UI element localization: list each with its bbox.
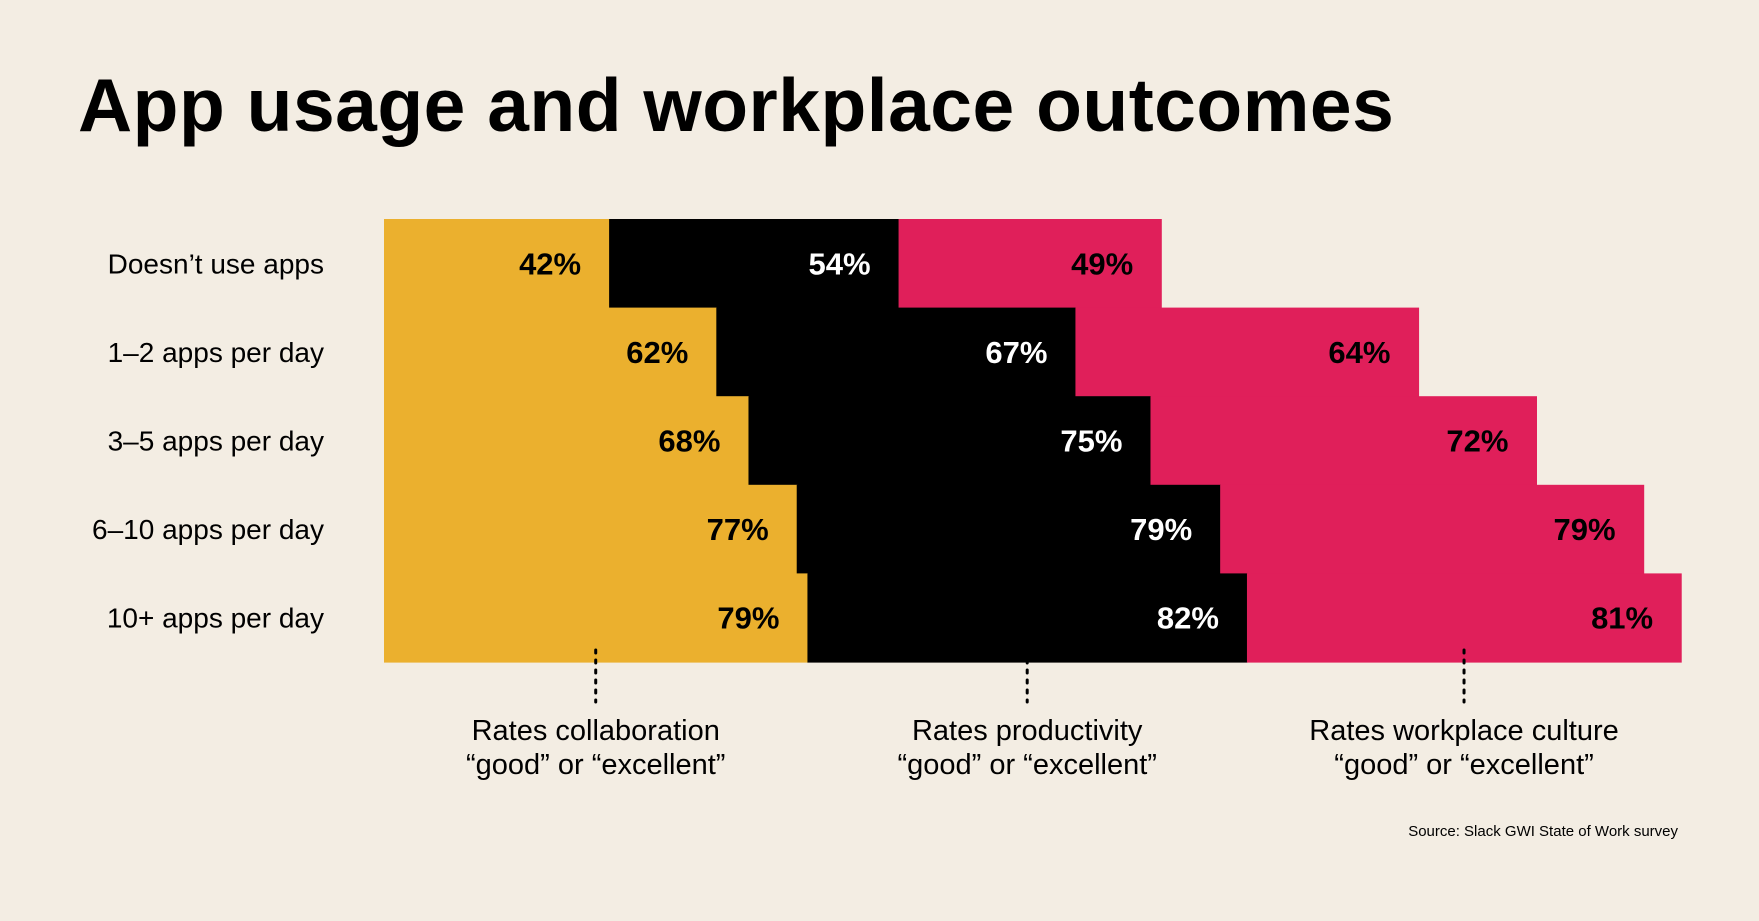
bar-value-label: 49%: [1071, 246, 1133, 281]
bar-value-label: 79%: [1554, 512, 1616, 547]
series-label-line: Rates productivity: [912, 715, 1143, 747]
bar-segment: [384, 307, 717, 397]
series-label-line: “good” or “excellent”: [1334, 749, 1594, 781]
leader-lines-group: [594, 648, 1466, 704]
bar-segment: [384, 484, 798, 574]
bar-segment: [796, 484, 1221, 574]
bar-value-label: 42%: [519, 246, 581, 281]
bars-group: [384, 219, 1682, 663]
bar-segment: [1075, 307, 1420, 397]
bar-segment: [609, 219, 900, 309]
bar-segment: [1246, 573, 1682, 663]
series-label-line: “good” or “excellent”: [466, 749, 726, 781]
bar-segment: [807, 573, 1248, 663]
bar-segment: [384, 219, 610, 309]
bar-value-label: 79%: [1130, 512, 1192, 547]
row-label: 10+ apps per day: [107, 603, 324, 634]
bar-value-label: 64%: [1328, 335, 1390, 370]
metric-labels-group: Rates collaboration“good” or “excellent”…: [466, 715, 1619, 781]
bar-value-label: 67%: [985, 335, 1047, 370]
row-label: Doesn’t use apps: [108, 248, 324, 279]
row-label: 1–2 apps per day: [108, 337, 324, 368]
bar-segment: [898, 219, 1162, 309]
row-label: 3–5 apps per day: [108, 426, 324, 457]
bar-segment: [384, 573, 809, 663]
bar-value-label: 72%: [1446, 424, 1508, 459]
bar-value-label: 79%: [717, 601, 779, 636]
bar-value-label: 75%: [1060, 424, 1122, 459]
row-label: 6–10 apps per day: [92, 514, 324, 545]
source-note: Source: Slack GWI State of Work survey: [1408, 823, 1678, 840]
bar-segment: [1150, 396, 1537, 486]
series-label-line: Rates collaboration: [472, 715, 720, 747]
bar-value-label: 81%: [1591, 601, 1653, 636]
series-label-line: “good” or “excellent”: [897, 749, 1157, 781]
series-label-line: Rates workplace culture: [1309, 715, 1618, 747]
bar-segment: [1220, 484, 1645, 574]
bar-segment: [384, 396, 750, 486]
row-labels-group: Doesn’t use apps 1–2 apps per day 3–5 apps…: [92, 248, 324, 633]
bar-value-label: 77%: [707, 512, 769, 547]
bar-segment: [748, 396, 1152, 486]
chart-title: App usage and workplace outcomes: [78, 63, 1395, 147]
bar-value-label: 68%: [658, 424, 720, 459]
value-labels-group: 42% 54% 49% 62% 67% 64% 68% 75% 72% 77% 79% 79% 79% 8…: [519, 246, 1653, 635]
bar-segment: [716, 307, 1077, 397]
bar-value-label: 54%: [809, 246, 871, 281]
bar-value-label: 82%: [1157, 601, 1219, 636]
bar-value-label: 62%: [626, 335, 688, 370]
